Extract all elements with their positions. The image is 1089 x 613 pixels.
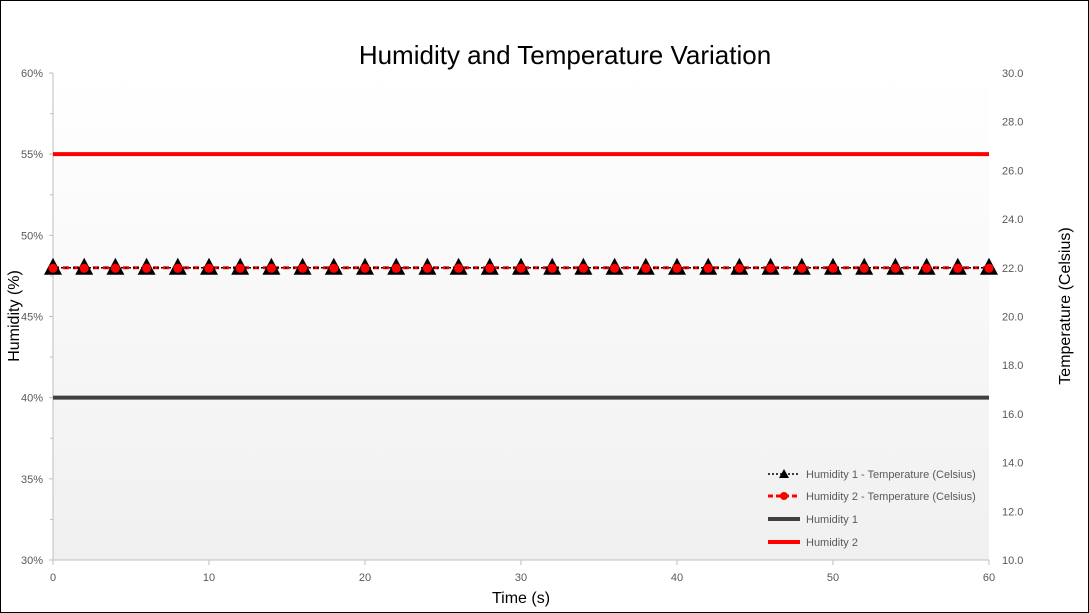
y-tick-label: 40% (21, 393, 43, 405)
humidity-2-temperature-marker (953, 263, 963, 273)
humidity-2-temperature-marker (485, 263, 495, 273)
humidity-2-temperature-marker (734, 263, 744, 273)
humidity-2-temperature-marker (547, 263, 557, 273)
x-axis-title: Time (s) (492, 590, 550, 607)
humidity-2-temperature-marker (672, 263, 682, 273)
y2-tick-label: 18.0 (1002, 360, 1023, 372)
y2-tick-label: 30.0 (1002, 68, 1023, 80)
x-tick-label: 40 (671, 572, 683, 584)
axes: 30% 35% 40% 45% 50% 55% 60% 10.0 12.0 14.0 16.0 18.… (21, 68, 1023, 584)
humidity-2-temperature-marker (48, 263, 58, 273)
humidity-2-temperature-marker (890, 263, 900, 273)
humidity-2-temperature-marker (766, 263, 776, 273)
series-layer (44, 152, 998, 400)
humidity-2-temperature-marker (79, 263, 89, 273)
legend: Humidity 1 - Temperature (Celsius) Humidi… (768, 469, 976, 549)
y2-axis-title: Temperature (Celsius) (1057, 227, 1074, 384)
humidity-2-temperature-marker (641, 263, 651, 273)
humidity-2-temperature-marker (173, 263, 183, 273)
humidity-2-temperature-marker (204, 263, 214, 273)
humidity-2-temperature-marker (922, 263, 932, 273)
y2-tick-label: 26.0 (1002, 165, 1023, 177)
humidity-2-temperature-marker (142, 263, 152, 273)
humidity-2-temperature-marker (828, 263, 838, 273)
y2-tick-label: 20.0 (1002, 312, 1023, 324)
humidity-2-temperature-marker (422, 263, 432, 273)
humidity-2-temperature-marker (391, 263, 401, 273)
legend-marker-humidity-2-temperature-celsius (780, 492, 788, 500)
plot-area (53, 73, 989, 560)
humidity-2-temperature-marker (859, 263, 869, 273)
humidity-2-temperature-marker (984, 263, 994, 273)
legend-label-humidity-1: Humidity 1 (806, 514, 858, 526)
y-tick-label: 30% (21, 555, 43, 567)
humidity-2-temperature-marker (360, 263, 370, 273)
y-tick-label: 60% (21, 68, 43, 80)
y2-tick-label: 12.0 (1002, 506, 1023, 518)
humidity-2-temperature-marker (703, 263, 713, 273)
humidity-2-temperature-marker (454, 263, 464, 273)
y-tick-label: 45% (21, 312, 43, 324)
y2-tick-label: 24.0 (1002, 214, 1023, 226)
y2-tick-label: 16.0 (1002, 409, 1023, 421)
x-tick-label: 30 (515, 572, 527, 584)
y2-tick-label: 22.0 (1002, 263, 1023, 275)
y-tick-label: 35% (21, 474, 43, 486)
x-tick-label: 20 (359, 572, 371, 584)
humidity-2-temperature-marker (578, 263, 588, 273)
legend-label-humidity-2-temperature-celsius: Humidity 2 - Temperature (Celsius) (806, 491, 976, 503)
y2-tick-label: 14.0 (1002, 458, 1023, 470)
y-axis-title: Humidity (%) (6, 270, 23, 362)
x-tick-label: 50 (827, 572, 839, 584)
humidity-2-temperature-marker (266, 263, 276, 273)
y2-tick-label: 10.0 (1002, 555, 1023, 567)
y-tick-label: 55% (21, 149, 43, 161)
humidity-2-temperature-marker (110, 263, 120, 273)
humidity-2-temperature-marker (797, 263, 807, 273)
legend-marker-humidity-1-temperature-celsius (779, 469, 789, 478)
humidity-2-temperature-marker (235, 263, 245, 273)
y-tick-label: 50% (21, 230, 43, 242)
legend-label-humidity-1-temperature-celsius: Humidity 1 - Temperature (Celsius) (806, 469, 976, 481)
x-tick-label: 60 (983, 572, 995, 584)
legend-label-humidity-2: Humidity 2 (806, 537, 858, 549)
x-tick-label: 0 (50, 572, 56, 584)
y2-tick-label: 28.0 (1002, 117, 1023, 129)
chart-title: Humidity and Temperature Variation (359, 40, 771, 70)
humidity-2-temperature-marker (610, 263, 620, 273)
humidity-2-temperature-marker (516, 263, 526, 273)
humidity-2-temperature-marker (298, 263, 308, 273)
humidity-2-temperature-marker (329, 263, 339, 273)
x-tick-label: 10 (203, 572, 215, 584)
